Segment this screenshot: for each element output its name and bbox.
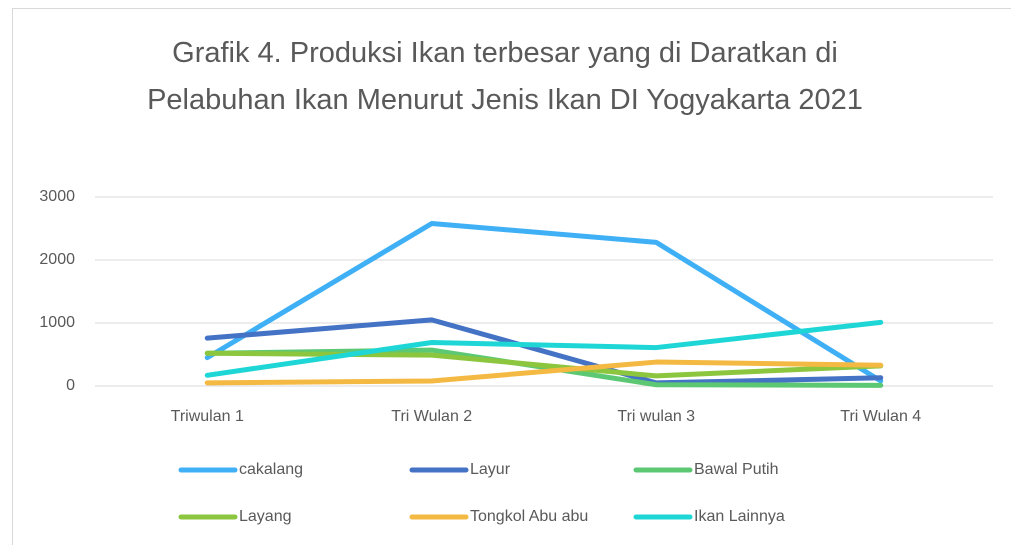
series-line xyxy=(204,317,884,386)
series-line xyxy=(204,359,884,386)
legend-label: Ikan Lainnya xyxy=(694,508,785,525)
legend-label: Layang xyxy=(239,508,292,525)
legend-label: cakalang xyxy=(239,461,303,478)
y-tick-label: 3000 xyxy=(39,188,75,205)
x-tick-label: Tri wulan 3 xyxy=(617,408,695,425)
x-tick-label: Tri Wulan 2 xyxy=(391,408,472,425)
legend-label: Bawal Putih xyxy=(694,461,779,478)
legend-label: Layur xyxy=(470,461,511,478)
series-line xyxy=(204,319,884,378)
legend-label: Tongkol Abu abu xyxy=(470,508,588,525)
x-tick-label: Triwulan 1 xyxy=(171,408,244,425)
y-tick-label: 2000 xyxy=(39,251,75,268)
series-line xyxy=(204,220,884,384)
x-tick-label: Tri Wulan 4 xyxy=(840,408,921,425)
y-tick-label: 1000 xyxy=(39,314,75,331)
chart-border xyxy=(12,8,1011,545)
chart-title: Grafik 4. Produksi Ikan terbesar yang di… xyxy=(147,37,863,116)
y-tick-label: 0 xyxy=(66,377,75,394)
series-line xyxy=(204,350,884,379)
